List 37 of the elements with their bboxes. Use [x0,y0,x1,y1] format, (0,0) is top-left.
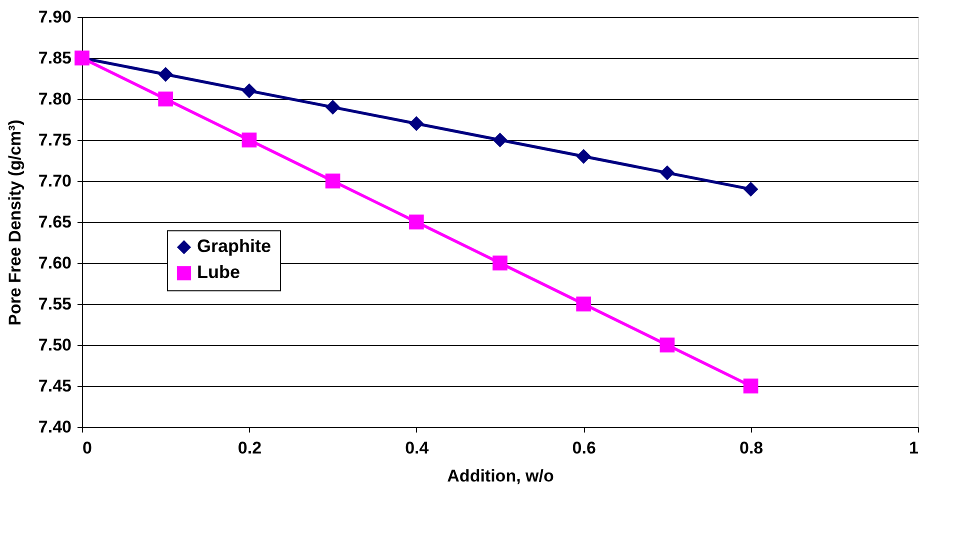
y-tick-label: 7.40 [38,418,72,436]
y-tick-label: 7.55 [38,294,72,314]
x-tick-label: 0 [82,438,92,458]
point [158,92,174,106]
x-tick-label: 0.2 [238,438,262,458]
x-tick-label: 0.6 [572,438,596,458]
x-tick-label: 0.4 [405,438,430,458]
y-tick-label: 7.45 [38,376,72,396]
point [325,174,340,188]
y-tick-label: 7.80 [38,90,72,108]
y-tick-label: 7.60 [38,254,72,272]
point [408,214,424,230]
point [743,378,758,394]
y-tick-label: 7.65 [38,212,72,232]
y-tick-label: 7.50 [38,336,72,354]
point [492,256,508,270]
point [743,182,758,197]
point [242,132,257,148]
y-tick-label: 7.90 [38,8,72,26]
legend-label: Graphite [197,236,272,256]
x-tick-label: 1 [909,438,918,458]
point [158,66,174,82]
point [660,165,675,180]
point [576,296,592,312]
point [242,83,257,98]
legend-label: Lube [197,262,240,282]
y-tick-label: 7.70 [38,172,72,190]
x-axis-title: Addition, w/o [447,466,554,486]
point [576,148,592,164]
x-tick-label: 0.8 [739,438,764,458]
point [325,100,340,115]
y-axis-title: Pore Free Density (g/cm³) [5,120,24,326]
point [408,116,424,132]
point [492,132,508,148]
point [660,338,675,352]
y-tick-label: 7.75 [38,130,72,150]
y-tick-label: 7.85 [38,48,72,68]
